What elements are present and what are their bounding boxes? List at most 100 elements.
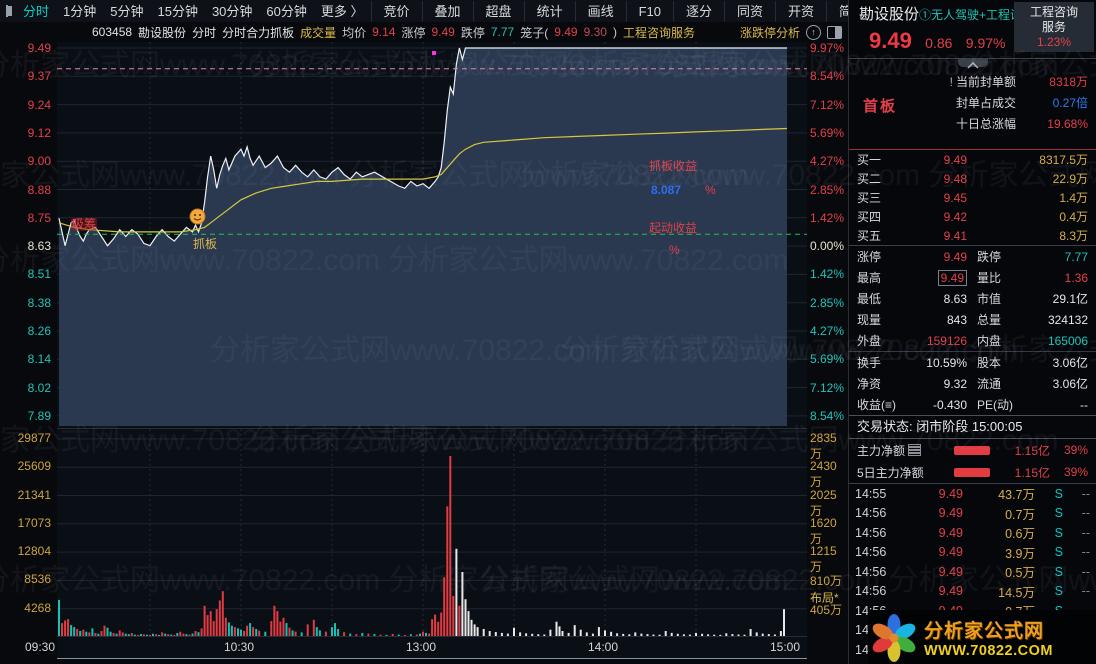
pct-tick: 2.85% [810, 295, 845, 310]
pct-tick: 8.54% [810, 69, 845, 84]
trading-status: 交易状态: 闭市阶段 15:00:05 [849, 415, 1096, 439]
tick-time: 14:56 [855, 564, 887, 579]
pct-tick: 5.69% [810, 352, 845, 367]
bid-row[interactable]: 买四 9.42 0.4万 [849, 207, 1096, 226]
stat-value: 9.49 [903, 269, 967, 286]
stat-label: 内盘 [977, 334, 1002, 348]
menu-item-14[interactable]: 逐分 [673, 0, 724, 22]
stat-value: 8.63 [943, 291, 967, 306]
bid-row[interactable]: 买三 9.45 1.4万 [849, 188, 1096, 207]
seal-label: 封单占成交 [955, 96, 1016, 110]
bid-label: 买一 [857, 153, 882, 167]
price-change-pct: 9.97% [965, 35, 1006, 51]
tick-amount: 0.7万 [1005, 507, 1035, 522]
industry-box[interactable]: 工程咨询 服务 1.23% [1014, 2, 1094, 52]
price-tick: 9.00 [27, 154, 51, 169]
amount-tick: 2430万 [810, 459, 837, 490]
menu-item-4[interactable]: 15分钟 [157, 3, 198, 19]
tick-time: 14:56 [855, 584, 887, 599]
bid-price: 9.41 [943, 228, 967, 243]
chart-plot-area[interactable]: 09:30 10:30 13:00 14:00 15:00 吸筹 抓板 抓板收益 8.087% 起… [25, 42, 807, 659]
bid-row[interactable]: 买五 9.41 8.3万 [849, 226, 1096, 245]
menu-item-9[interactable]: 叠加 [421, 0, 473, 22]
menu-item-12[interactable]: 画线 [574, 0, 626, 22]
stock-name[interactable]: 勘设股份 [859, 6, 920, 23]
menu-item-7[interactable]: 更多 〉 [320, 3, 364, 19]
split-window-fill [835, 26, 841, 38]
menu-item-15[interactable]: 同资 [724, 0, 775, 22]
bid-row[interactable]: 买一 9.49 8317.5万 [849, 150, 1096, 169]
menu-item-3[interactable]: 5分钟 [110, 3, 144, 19]
price-tick: 8.75 [27, 210, 51, 225]
menu-item-10[interactable]: 超盘 [472, 0, 524, 22]
percent-axis-right: 布局* 9.97% 8.54% 7.12% 5.69% 4.27% 2.85% 1.42% 0… [809, 41, 848, 658]
info-part-11: 7.77 [490, 25, 515, 39]
collapse-button[interactable] [957, 58, 988, 69]
seal-row: ! 当前封单额 8318万 [849, 73, 1088, 90]
tick-side: S [1054, 506, 1063, 521]
seal-label: 当前封单额 [955, 75, 1016, 89]
board-badge: 首板 [863, 98, 898, 115]
menu-item-16[interactable]: 开资 [775, 0, 826, 22]
menu-item-8[interactable]: 竞价 [370, 0, 422, 22]
stat-value: 324132 [1047, 312, 1088, 327]
stats-grid: 涨停 9.49 跌停 7.77 最高 9.49 量比 1.36 最低 8.63 市值 29.1亿 现量 8… [849, 245, 1096, 415]
tick-amount: 0.5万 [1005, 566, 1035, 581]
detail-list-icon[interactable] [908, 444, 922, 456]
split-window-icon[interactable] [827, 25, 842, 39]
bid-label: 买三 [857, 191, 882, 205]
stat-label: 净资 [857, 377, 882, 391]
tick-time: 14:56 [855, 525, 887, 540]
seal-row: 封单占成交 0.27倍 [849, 94, 1088, 111]
time-label: 15:00 [769, 640, 801, 654]
menu-item-6[interactable]: 60分钟 [266, 3, 307, 19]
amount-tick: 2835万 [810, 430, 837, 461]
bid-row[interactable]: 买二 9.48 22.9万 [849, 169, 1096, 188]
chart-annotation: % [669, 243, 680, 257]
time-label: 10:30 [223, 640, 255, 654]
pct-tick: 2.85% [810, 182, 845, 197]
smiley-signal-icon [189, 208, 206, 225]
window-layout-icon[interactable] [6, 5, 12, 17]
bid-amount: 8317.5万 [1039, 153, 1088, 167]
main-force-value: 1.15亿 [1014, 465, 1050, 480]
stat-label: 现量 [857, 313, 882, 327]
stat-label: PE(动) [977, 398, 1014, 412]
arrow-up-circle-icon[interactable]: ↑ [806, 24, 821, 40]
tick-extra: -- [1081, 525, 1090, 540]
main-force-pct: 39% [1063, 443, 1088, 457]
menu-item-13[interactable]: F10 [625, 0, 673, 22]
bid-price: 9.42 [943, 209, 967, 224]
tick-extra: -- [1081, 545, 1090, 560]
red-divider [849, 149, 1096, 150]
time-label: 14:00 [587, 640, 619, 654]
highest-price-boxed: 9.49 [937, 269, 967, 286]
tick-row: 14:56 9.49 0.5万 S -- [849, 562, 1096, 582]
volume-tick: 21341 [17, 487, 51, 502]
concept-tag[interactable]: ①无人驾驶+工程设计 [919, 8, 1035, 22]
industry-line1: 工程咨询 [1029, 5, 1078, 19]
menu-item-1[interactable]: 分时 [23, 3, 50, 19]
menu-item-5[interactable]: 30分钟 [211, 3, 253, 19]
stat-label: 最高 [857, 271, 882, 285]
stat-label: 最低 [857, 292, 882, 306]
corner-label[interactable]: 布局* [810, 591, 839, 605]
menu-item-2[interactable]: 1分钟 [63, 3, 97, 19]
info-part-16[interactable]: 工程咨询服务 [622, 25, 695, 40]
menu-item-11[interactable]: 统计 [523, 0, 575, 22]
tick-row: 14:55 9.49 43.7万 S -- [849, 484, 1096, 504]
limit-analysis-link[interactable]: 涨跌停分析 [739, 25, 800, 40]
flower-logo-icon [872, 614, 916, 662]
chart-info-bar: 603458 勘设股份 分时 分时合力抓板 成交量 均价 9.14 涨停 9.49 跌停 7.77 笼… [0, 22, 848, 42]
pct-tick: 1.42% [810, 210, 845, 225]
chart-annotation: 8.087 [651, 183, 682, 197]
bid-amount: 1.4万 [1059, 191, 1088, 205]
tick-amount: 3.9万 [1005, 546, 1035, 561]
stat-row: 换手 10.59% 股本 3.06亿 [849, 352, 1096, 373]
price-change: 0.86 [925, 35, 953, 51]
tick-side: S [1054, 545, 1063, 560]
bid-amount: 22.9万 [1052, 172, 1088, 186]
tick-price: 9.49 [938, 525, 963, 540]
chart-annotation: 抓板收益 [649, 159, 698, 173]
price-tick: 8.51 [27, 267, 51, 282]
